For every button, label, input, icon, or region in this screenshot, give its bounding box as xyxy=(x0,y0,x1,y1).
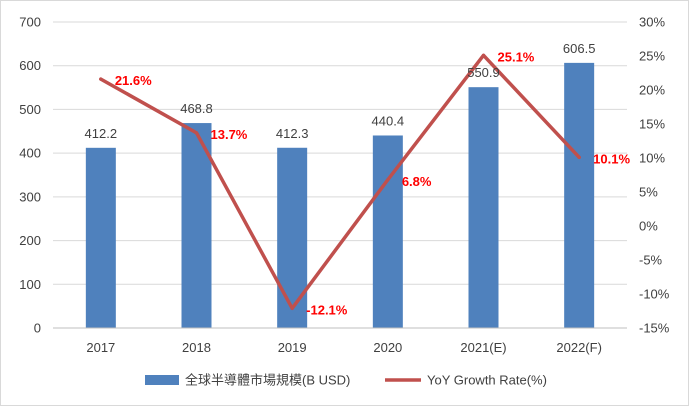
y-left-tick-label: 0 xyxy=(34,321,41,336)
y-right-tick-label: -5% xyxy=(639,253,663,268)
bar-data-label: 550.9 xyxy=(467,65,500,80)
y-right-tick-label: 5% xyxy=(639,185,658,200)
bar-data-label: 440.4 xyxy=(372,113,405,128)
bar-data-label: 412.3 xyxy=(276,126,309,141)
y-left-tick-label: 500 xyxy=(19,102,41,117)
axis-layer: 0 100 200 300 400 500 600 700 -15% -10% -5% 0% 5% 10%… xyxy=(19,15,669,356)
y-left-tick-label: 200 xyxy=(19,233,41,248)
y-right-tick-label: -10% xyxy=(639,287,670,302)
legend-layer: 全球半導體市場規模(B USD) YoY Growth Rate(%) xyxy=(145,373,547,388)
y-right-tick-label: 25% xyxy=(639,49,665,64)
growth-line xyxy=(99,53,581,311)
bar xyxy=(564,62,595,328)
bars-layer xyxy=(85,62,595,328)
y-left-tick-label: 400 xyxy=(19,146,41,161)
growth-data-label: 6.8% xyxy=(402,174,432,189)
growth-data-label: 13.7% xyxy=(211,127,248,142)
growth-point xyxy=(577,155,581,159)
bar-data-label: 412.2 xyxy=(85,126,118,141)
bar-data-label: 606.5 xyxy=(563,41,596,56)
x-tick-label: 2021(E) xyxy=(460,340,506,355)
growth-point xyxy=(194,131,199,135)
x-tick-label: 2022(F) xyxy=(556,340,602,355)
y-right-tick-label: 20% xyxy=(639,83,665,98)
y-left-tick-label: 600 xyxy=(19,58,41,73)
y-right-tick-label: 15% xyxy=(639,117,665,132)
x-tick-label: 2017 xyxy=(86,340,115,355)
bar xyxy=(85,147,116,328)
growth-data-label: -12.1% xyxy=(306,302,348,317)
y-left-tick-label: 300 xyxy=(19,189,41,204)
growth-data-label: 21.6% xyxy=(115,73,152,88)
line-layer xyxy=(99,53,581,311)
legend-swatch-bar xyxy=(145,375,179,385)
y-left-tick-label: 700 xyxy=(19,15,41,30)
growth-point xyxy=(386,178,390,182)
bar-data-label: 468.8 xyxy=(180,101,213,116)
growth-point xyxy=(99,77,103,81)
legend-label-bar: 全球半導體市場規模(B USD) xyxy=(185,373,350,388)
bar xyxy=(277,147,308,328)
x-tick-label: 2020 xyxy=(373,340,402,355)
bar xyxy=(468,87,499,328)
grid-layer xyxy=(53,21,627,285)
x-tick-label: 2018 xyxy=(182,340,211,355)
y-right-tick-label: 0% xyxy=(639,219,658,234)
y-left-tick-label: 100 xyxy=(19,277,41,292)
y-right-tick-label: 30% xyxy=(639,15,665,30)
x-tick-label: 2019 xyxy=(278,340,307,355)
y-right-tick-label: 10% xyxy=(639,151,665,166)
growth-point xyxy=(290,306,294,310)
growth-point xyxy=(481,53,486,57)
growth-data-label: 10.1% xyxy=(593,151,630,166)
growth-data-label: 25.1% xyxy=(498,49,535,64)
labels-layer: 412.2 468.8 412.3 440.4 550.9 606.5 21.6% 13.7%… xyxy=(85,41,631,317)
y-right-tick-label: -15% xyxy=(639,321,670,336)
legend-label-line: YoY Growth Rate(%) xyxy=(427,373,547,388)
bar xyxy=(181,123,212,328)
